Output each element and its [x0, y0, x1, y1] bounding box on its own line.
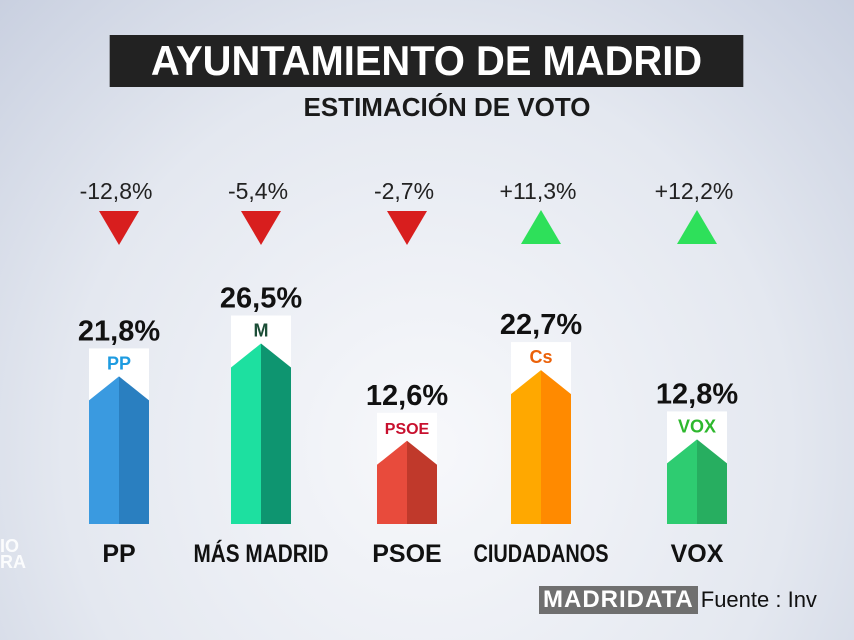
- bar-left-face: [377, 440, 407, 524]
- bar-left-face: [231, 343, 261, 524]
- party-logo: PP: [107, 353, 131, 373]
- change-label: -5,4%: [228, 178, 288, 204]
- bar-left-face: [89, 376, 119, 524]
- chart-title: AYUNTAMIENTO DE MADRID: [109, 35, 744, 87]
- bar-right-face: [119, 376, 149, 524]
- change-label: +11,3%: [500, 178, 577, 204]
- change-label: +12,2%: [655, 178, 734, 204]
- down-arrow-icon: [387, 211, 427, 245]
- bar-left-face: [667, 439, 697, 524]
- value-label: 22,7%: [500, 309, 582, 341]
- bar-left-face: [511, 370, 541, 524]
- party-logo: Cs: [529, 347, 552, 367]
- change-label: -2,7%: [374, 178, 434, 204]
- watermark: IO RA: [0, 536, 26, 572]
- value-label: 21,8%: [78, 315, 160, 347]
- footer: MADRIDATA Fuente : Inv: [539, 586, 817, 614]
- bar-right-face: [697, 439, 727, 524]
- bar-right-face: [407, 440, 437, 524]
- source-text: Fuente : Inv: [700, 587, 817, 612]
- party-logo: PSOE: [385, 421, 430, 438]
- category-label: CIUDADANOS: [474, 540, 609, 568]
- value-label: 12,6%: [366, 380, 448, 412]
- party-logo: M: [254, 321, 269, 341]
- up-arrow-icon: [677, 210, 717, 244]
- down-arrow-icon: [241, 211, 281, 245]
- category-label: MÁS MADRID: [194, 539, 329, 568]
- category-label: PP: [102, 540, 135, 568]
- value-label: 26,5%: [220, 283, 302, 315]
- change-label: -12,8%: [80, 178, 153, 204]
- party-logo: VOX: [678, 416, 716, 436]
- bar-right-face: [541, 370, 571, 524]
- category-label: VOX: [671, 540, 724, 568]
- brand-logo: MADRIDATA: [539, 586, 698, 614]
- value-label: 12,8%: [656, 378, 738, 410]
- chart-subtitle: ESTIMACIÓN DE VOTO: [303, 92, 591, 122]
- down-arrow-icon: [99, 211, 139, 245]
- up-arrow-icon: [521, 210, 561, 244]
- category-label: PSOE: [372, 540, 441, 568]
- bar-right-face: [261, 343, 291, 524]
